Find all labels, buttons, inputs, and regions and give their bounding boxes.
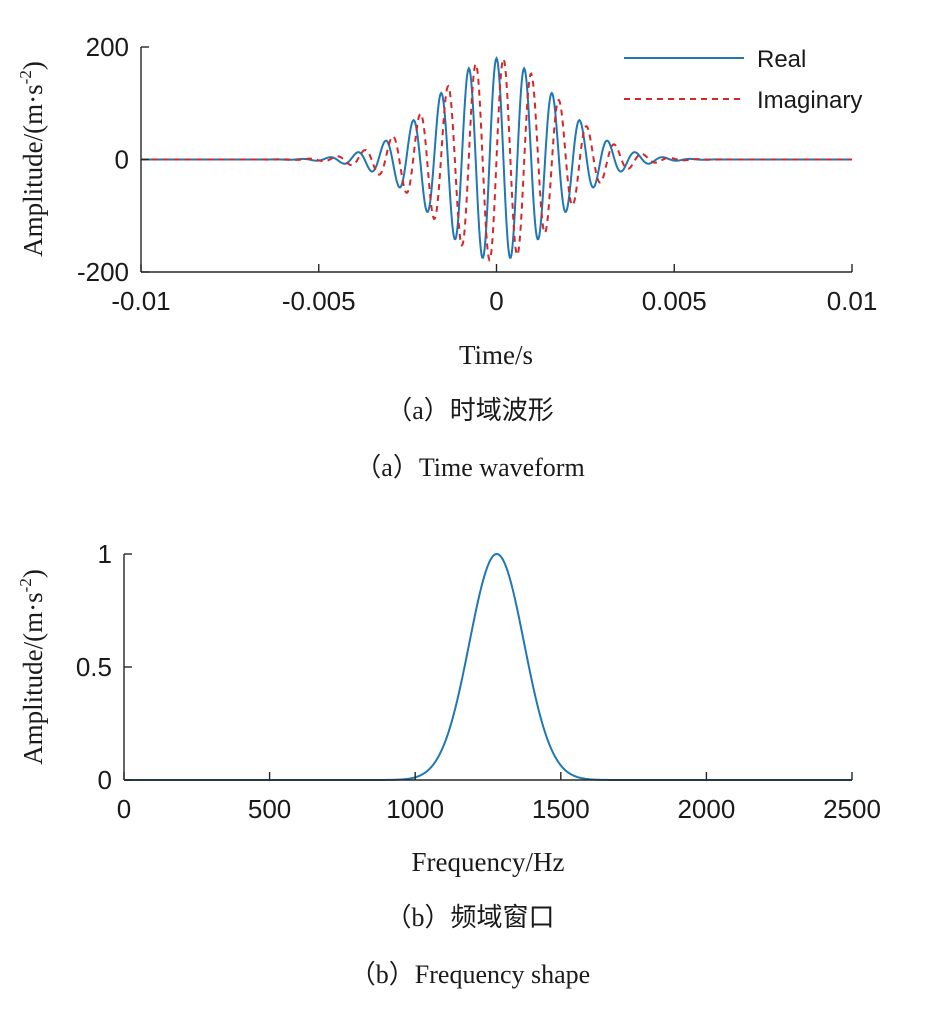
x-tick-label: 0.01	[827, 286, 878, 316]
x-tick-label: 0	[489, 286, 503, 316]
frequency-series-line	[124, 553, 852, 781]
frequency-shape-caption-cn: （b）频域窗口	[385, 903, 554, 932]
frequency-shape-chart: 0 500 1000 1500 2000 2500 0 0.5 1 Amplitude/(m·s…	[16, 539, 881, 989]
y-tick-label: -200	[77, 257, 129, 287]
frequency-shape-xlabel: Frequency/Hz	[412, 847, 565, 877]
x-tick-label: 1000	[386, 794, 444, 824]
time-waveform-xlabel: Time/s	[459, 340, 533, 370]
time-waveform-series	[141, 55, 852, 262]
y-tick-label: 0.5	[76, 652, 112, 682]
frequency-shape-caption-en: （b）Frequency shape	[350, 960, 590, 989]
frequency-shape-ticks: 0 500 1000 1500 2000 2500 0 0.5 1	[76, 539, 881, 824]
time-waveform-legend: Real Imaginary	[624, 46, 862, 114]
x-tick-label: -0.005	[282, 286, 356, 316]
legend-imaginary-label: Imaginary	[757, 87, 862, 114]
time-waveform-ticks: -0.01 -0.005 0 0.005 0.01 -200 0 200	[77, 32, 877, 316]
legend-real-label: Real	[757, 46, 806, 73]
x-tick-label: 2000	[677, 794, 735, 824]
y-tick-label: 0	[115, 145, 129, 175]
frequency-shape-series	[124, 553, 852, 781]
x-tick-label: 0	[117, 794, 131, 824]
y-tick-label: 1	[98, 539, 112, 569]
time-waveform-caption-cn: （a）时域波形	[386, 396, 554, 425]
x-tick-label: 500	[248, 794, 291, 824]
y-tick-label: 200	[86, 32, 129, 62]
time-waveform-chart: -0.01 -0.005 0 0.005 0.01 -200 0 200 Amplitude/…	[16, 32, 877, 482]
frequency-shape-axes	[123, 554, 852, 781]
real-series-line	[141, 55, 852, 259]
x-tick-label: 0.005	[642, 286, 707, 316]
y-tick-label: 0	[98, 765, 112, 795]
frequency-shape-ylabel: Amplitude/(m·s-2)	[16, 569, 48, 765]
x-tick-label: -0.01	[111, 286, 170, 316]
time-waveform-caption-en: （a）Time waveform	[355, 453, 584, 482]
x-tick-label: 1500	[532, 794, 590, 824]
time-waveform-ylabel: Amplitude/(m·s-2)	[16, 61, 48, 257]
x-tick-label: 2500	[823, 794, 881, 824]
